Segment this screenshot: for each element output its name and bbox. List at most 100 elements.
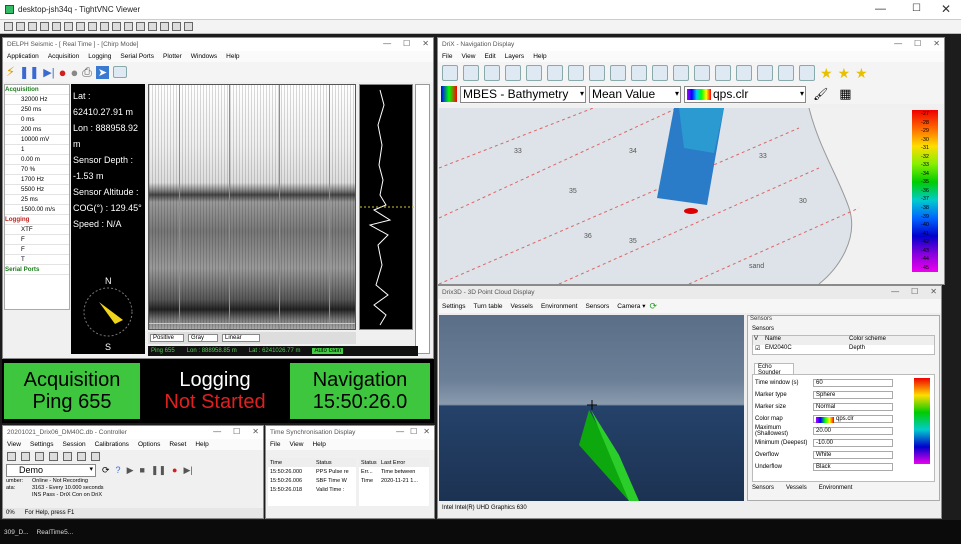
menu-layers[interactable]: Layers	[504, 53, 525, 60]
prop-row[interactable]: Minimum (Deepest) -10.00	[755, 437, 932, 449]
tree-serial-ports[interactable]: Serial Ports	[5, 265, 69, 275]
tree-row[interactable]: 70 %	[5, 165, 69, 175]
table-row[interactable]: Err... Time between	[361, 468, 416, 475]
zoom-in-icon[interactable]	[631, 65, 647, 81]
refresh-icon[interactable]	[694, 65, 710, 81]
seismic-display[interactable]	[148, 84, 356, 330]
prop-row[interactable]: Time window (s) 60	[755, 377, 932, 389]
vnc-tool-icon[interactable]	[28, 22, 37, 31]
menu-file[interactable]: File	[270, 441, 281, 448]
vnc-tool-icon[interactable]	[16, 22, 25, 31]
vnc-tool-icon[interactable]	[4, 22, 13, 31]
sensor-row[interactable]: ☑ EM2040C Depth	[755, 345, 866, 352]
close-icon[interactable]: ✕	[933, 39, 940, 48]
toolbar-icon[interactable]	[7, 451, 16, 461]
menu-logging[interactable]: Logging	[88, 53, 112, 60]
minimize-icon[interactable]: —	[396, 427, 405, 436]
refresh-icon[interactable]: ⟳	[102, 464, 110, 475]
maximize-icon[interactable]: ☐	[233, 427, 241, 436]
pause-icon[interactable]: ❚❚	[150, 464, 167, 475]
star-icon[interactable]: ★	[837, 64, 851, 81]
table-row[interactable]: Time 2020-11-21 1...	[361, 477, 418, 484]
menu-calibrations[interactable]: Calibrations	[94, 441, 129, 448]
magnify-icon[interactable]	[778, 65, 794, 81]
vnc-tool-icon[interactable]	[40, 22, 49, 31]
vnc-tool-icon[interactable]	[148, 22, 157, 31]
close-icon[interactable]: ✕	[423, 427, 430, 436]
tab-settings[interactable]: Settings	[442, 302, 466, 310]
tree-row[interactable]: T	[5, 255, 69, 265]
tree-row[interactable]: 1	[5, 145, 69, 155]
globe-icon[interactable]	[505, 65, 521, 81]
vnc-tool-icon[interactable]	[76, 22, 85, 31]
tab-environment[interactable]: Environment	[818, 485, 853, 491]
toolbar-icon[interactable]	[35, 451, 44, 461]
vnc-tool-icon[interactable]	[172, 22, 181, 31]
stop-icon[interactable]: ●	[70, 64, 79, 80]
close-icon[interactable]: ✕	[422, 39, 429, 48]
paint-icon[interactable]: 🖌	[813, 87, 829, 101]
magnify-out-icon[interactable]	[799, 65, 815, 81]
tab-echo-sounder[interactable]: Echo Sounder	[754, 363, 794, 376]
help-icon[interactable]: ?	[115, 465, 121, 475]
menu-settings[interactable]: Settings	[29, 441, 54, 448]
scale-select[interactable]: Linear	[222, 334, 260, 342]
skip-icon[interactable]: ▶|	[183, 464, 193, 475]
tree-acquisition[interactable]: Acquisition	[5, 85, 69, 95]
print-icon[interactable]: ⎙	[82, 64, 92, 79]
settings-icon[interactable]	[442, 65, 458, 81]
refresh-icon[interactable]: ⟳	[649, 300, 658, 311]
palette-select[interactable]: Gray	[188, 334, 218, 342]
tab-sensors[interactable]: Sensors	[585, 302, 610, 310]
maximize-icon[interactable]: ☐	[914, 39, 922, 48]
vnc-tool-icon[interactable]	[100, 22, 109, 31]
tree-row[interactable]: 32000 Hz	[5, 95, 69, 105]
tree-row[interactable]: 5500 Hz	[5, 185, 69, 195]
mode-select[interactable]: Mean Value ▾	[589, 85, 681, 103]
stop-icon[interactable]: ■	[139, 465, 145, 475]
star-icon[interactable]: ★	[820, 64, 833, 81]
polarity-select[interactable]: Positive	[150, 334, 184, 342]
tree-row[interactable]: 0.00 m	[5, 155, 69, 165]
vnc-tool-icon[interactable]	[124, 22, 133, 31]
menu-view[interactable]: View	[7, 441, 21, 448]
select-icon[interactable]	[610, 65, 626, 81]
vnc-tool-icon[interactable]	[64, 22, 73, 31]
zoom-box-icon[interactable]	[736, 65, 752, 81]
close-icon[interactable]: ✕	[252, 427, 259, 436]
menu-help[interactable]: Help	[195, 441, 209, 448]
toolbar-icon[interactable]	[63, 451, 72, 461]
sensor-checkbox[interactable]: ☑	[755, 346, 761, 352]
chart-icon[interactable]	[589, 65, 605, 81]
tab-vessels[interactable]: Vessels	[510, 302, 533, 310]
tree-row[interactable]: XTF	[5, 225, 69, 235]
taskbar-item[interactable]: RealTime5...	[36, 528, 74, 536]
table-row[interactable]: 15:50:26.018 Valid Time :	[270, 486, 345, 493]
layer-icon[interactable]	[441, 86, 457, 102]
navigate-icon[interactable]: ➤	[95, 65, 110, 79]
menu-serial-ports[interactable]: Serial Ports	[120, 53, 154, 60]
menu-view[interactable]: View	[289, 441, 304, 448]
tree-row[interactable]: F	[5, 245, 69, 255]
pause-icon[interactable]: ❚❚	[19, 65, 40, 79]
tree-row[interactable]: 0 ms	[5, 115, 69, 125]
pan-icon[interactable]	[757, 65, 773, 81]
play-icon[interactable]: ▶	[126, 464, 134, 475]
vnc-tool-icon[interactable]	[52, 22, 61, 31]
trace-display[interactable]	[359, 84, 414, 330]
menu-file[interactable]: File	[442, 53, 453, 60]
menu-help[interactable]: Help	[533, 53, 547, 60]
map-view[interactable]: 33 35 34 35 33 30 36 sand	[439, 108, 919, 284]
minimize-icon[interactable]: —	[383, 39, 392, 48]
tree-row[interactable]: 1500.00 m/s	[5, 205, 69, 215]
menu-acquisition[interactable]: Acquisition	[47, 53, 80, 60]
layer-select[interactable]: MBES - Bathymetry ▾	[460, 85, 586, 103]
window-icon[interactable]	[113, 66, 128, 78]
menu-help[interactable]: Help	[226, 53, 240, 60]
compass-tool-icon[interactable]	[463, 65, 479, 81]
tab-vessels[interactable]: Vessels	[786, 485, 807, 491]
tree-row[interactable]: 200 ms	[5, 125, 69, 135]
zoom-out-icon[interactable]	[652, 65, 668, 81]
menu-edit[interactable]: Edit	[484, 53, 496, 60]
step-icon[interactable]: ▶|	[43, 66, 55, 79]
